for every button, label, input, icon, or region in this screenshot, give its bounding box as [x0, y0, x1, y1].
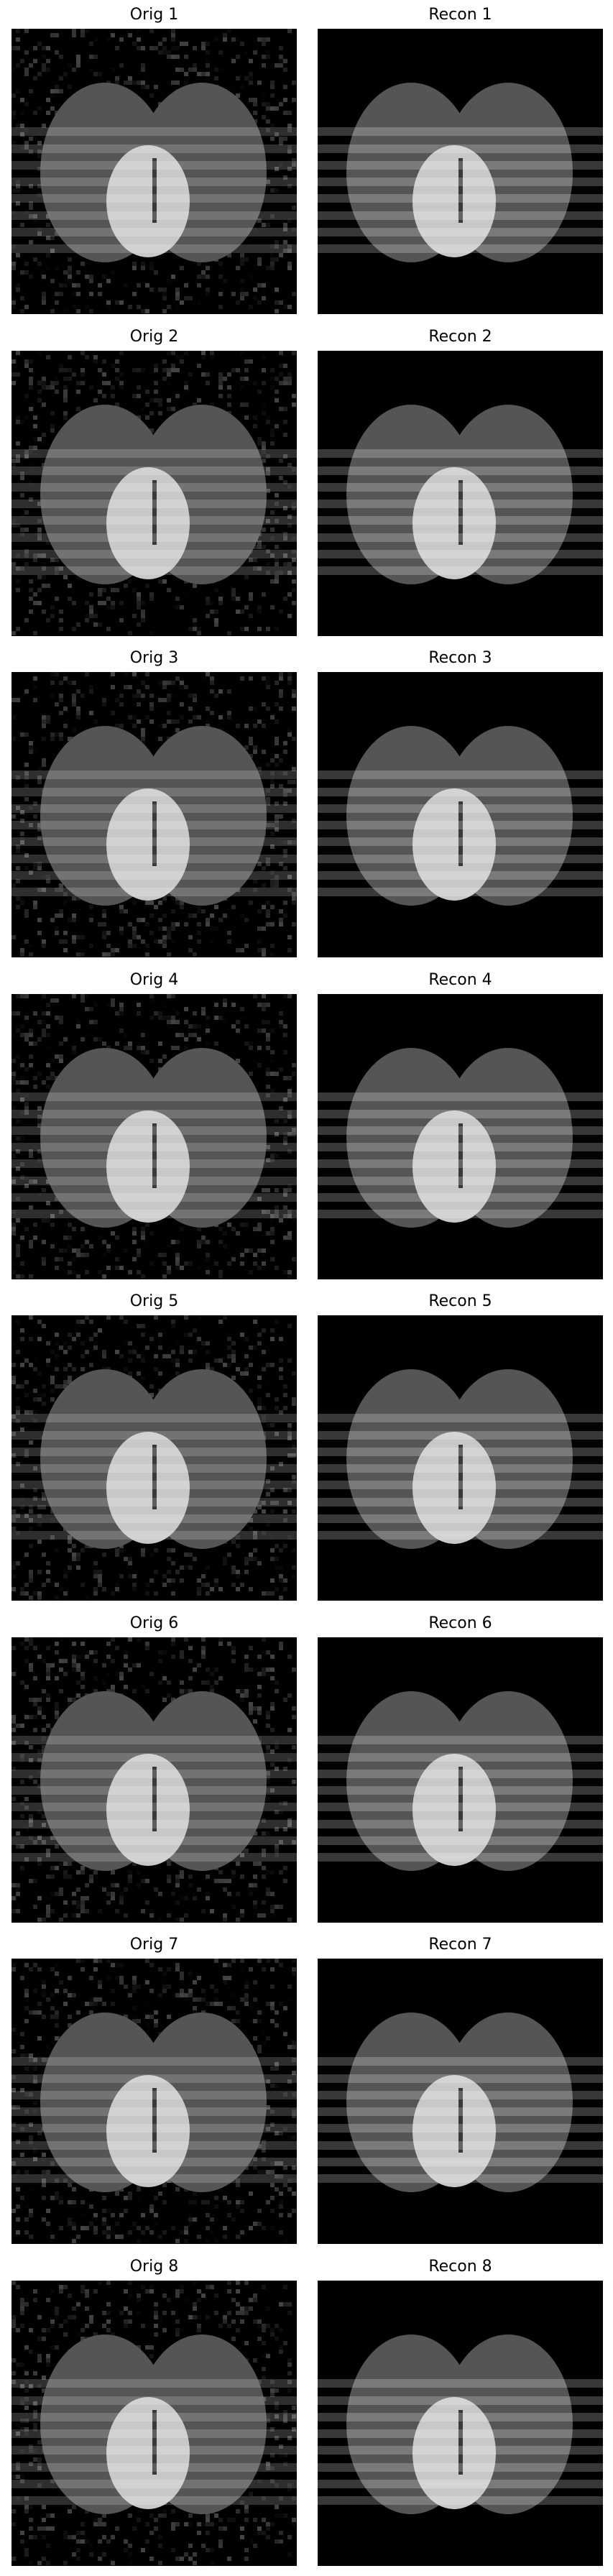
recon-image-panel-1 [318, 29, 603, 314]
orig-image-panel-1 [11, 29, 297, 314]
orig-panel-title-6: Orig 6 [129, 1614, 179, 1632]
recon-panel-title-2: Recon 2 [428, 328, 492, 346]
orig-image-panel-6 [11, 1637, 297, 1923]
orig-panel-title-8: Orig 8 [129, 2258, 179, 2276]
recon-image-panel-3 [318, 672, 603, 957]
orig-image-panel-4 [11, 994, 297, 1279]
orig-panel-title-4: Orig 4 [129, 971, 179, 989]
recon-panel-title-8: Recon 8 [428, 2258, 492, 2276]
orig-panel-title-1: Orig 1 [129, 6, 179, 24]
orig-image-panel-2 [11, 351, 297, 636]
recon-panel-title-7: Recon 7 [428, 1936, 492, 1954]
orig-panel-title-3: Orig 3 [129, 649, 179, 667]
recon-panel-title-1: Recon 1 [428, 6, 492, 24]
orig-image-panel-7 [11, 1959, 297, 2244]
recon-image-panel-4 [318, 994, 603, 1279]
orig-image-panel-3 [11, 672, 297, 957]
orig-panel-title-5: Orig 5 [129, 1292, 179, 1310]
orig-panel-title-7: Orig 7 [129, 1936, 179, 1954]
orig-image-panel-5 [11, 1315, 297, 1601]
orig-image-panel-8 [11, 2281, 297, 2566]
recon-panel-title-6: Recon 6 [428, 1614, 492, 1632]
recon-panel-title-4: Recon 4 [428, 971, 492, 989]
recon-panel-title-3: Recon 3 [428, 649, 492, 667]
recon-image-panel-7 [318, 1959, 603, 2244]
recon-image-panel-8 [318, 2281, 603, 2566]
recon-image-panel-6 [318, 1637, 603, 1923]
recon-image-panel-2 [318, 351, 603, 636]
recon-image-panel-5 [318, 1315, 603, 1601]
orig-panel-title-2: Orig 2 [129, 328, 179, 346]
recon-panel-title-5: Recon 5 [428, 1292, 492, 1310]
